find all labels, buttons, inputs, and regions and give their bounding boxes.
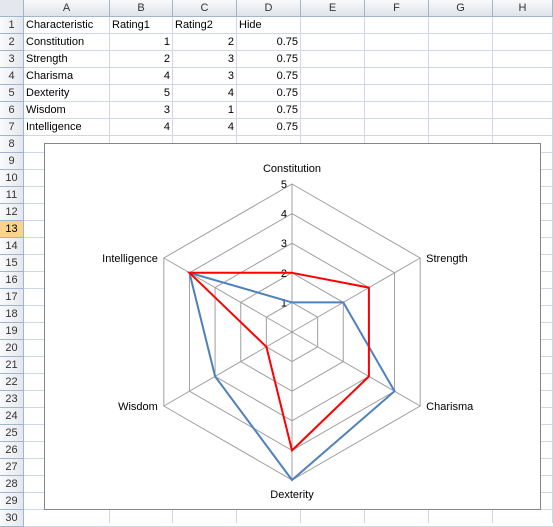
- value-cell[interactable]: 0.75: [276, 87, 298, 99]
- radar-chart-svg: 12345ConstitutionStrengthCharismaDexteri…: [102, 163, 474, 501]
- radar-spoke: [163, 331, 293, 407]
- radar-tick-label: 3: [281, 238, 287, 250]
- radar-category-label: Strength: [426, 253, 468, 265]
- row-header-29[interactable]: 29: [0, 493, 24, 510]
- radar-category-label: Wisdom: [118, 401, 158, 413]
- row-header-5[interactable]: 5: [0, 85, 24, 102]
- column-header-a[interactable]: A: [24, 0, 110, 17]
- value-cell[interactable]: 2: [227, 36, 234, 48]
- value-cell[interactable]: 3: [163, 104, 170, 116]
- row-header-13[interactable]: 13: [0, 221, 24, 238]
- row-header-23[interactable]: 23: [0, 391, 24, 408]
- value-cell[interactable]: 5: [163, 87, 170, 99]
- column-header-h[interactable]: H: [493, 0, 553, 17]
- header-cell[interactable]: Hide: [239, 19, 262, 31]
- header-cell[interactable]: Characteristic: [26, 19, 94, 31]
- gridline-horizontal: [24, 33, 553, 34]
- row-header-3[interactable]: 3: [0, 51, 24, 68]
- row-header-7[interactable]: 7: [0, 119, 24, 136]
- row-header-22[interactable]: 22: [0, 374, 24, 391]
- characteristic-cell[interactable]: Dexterity: [26, 87, 70, 99]
- row-header-4[interactable]: 4: [0, 68, 24, 85]
- row-header-9[interactable]: 9: [0, 153, 24, 170]
- row-header-17[interactable]: 17: [0, 289, 24, 306]
- gridline-horizontal: [24, 101, 553, 102]
- value-cell[interactable]: 3: [227, 70, 234, 82]
- row-header-2[interactable]: 2: [0, 34, 24, 51]
- row-header-11[interactable]: 11: [0, 187, 24, 204]
- value-cell[interactable]: 0.75: [276, 36, 298, 48]
- column-header-b[interactable]: B: [110, 0, 173, 17]
- header-cell[interactable]: Rating2: [175, 19, 213, 31]
- radar-category-label: Constitution: [263, 163, 321, 175]
- select-all-corner[interactable]: [0, 0, 24, 17]
- value-cell[interactable]: 0.75: [276, 70, 298, 82]
- value-cell[interactable]: 4: [227, 87, 234, 99]
- row-header-26[interactable]: 26: [0, 442, 24, 459]
- row-header-24[interactable]: 24: [0, 408, 24, 425]
- row-header-1[interactable]: 1: [0, 17, 24, 34]
- radar-spoke: [291, 257, 421, 333]
- value-cell[interactable]: 1: [163, 36, 170, 48]
- value-cell[interactable]: 2: [163, 53, 170, 65]
- row-header-20[interactable]: 20: [0, 340, 24, 357]
- value-cell[interactable]: 0.75: [276, 104, 298, 116]
- characteristic-cell[interactable]: Wisdom: [26, 104, 66, 116]
- value-cell[interactable]: 4: [163, 70, 170, 82]
- value-cell[interactable]: 0.75: [276, 121, 298, 133]
- gridline-horizontal: [24, 67, 553, 68]
- gridline-horizontal: [24, 118, 553, 119]
- radar-tick-label: 1: [281, 297, 287, 309]
- value-cell[interactable]: 4: [163, 121, 170, 133]
- row-header-10[interactable]: 10: [0, 170, 24, 187]
- row-header-8[interactable]: 8: [0, 136, 24, 153]
- row-header-14[interactable]: 14: [0, 238, 24, 255]
- gridline-horizontal: [24, 135, 553, 136]
- radar-spoke: [163, 257, 293, 333]
- row-header-18[interactable]: 18: [0, 306, 24, 323]
- row-header-12[interactable]: 12: [0, 204, 24, 221]
- characteristic-cell[interactable]: Charisma: [26, 70, 74, 82]
- column-header-c[interactable]: C: [173, 0, 237, 17]
- row-header-30[interactable]: 30: [0, 510, 24, 527]
- value-cell[interactable]: 4: [227, 121, 234, 133]
- column-header-g[interactable]: G: [429, 0, 493, 17]
- value-cell[interactable]: 0.75: [276, 53, 298, 65]
- radar-series-2: [186, 271, 370, 453]
- radar-category-label: Dexterity: [270, 489, 314, 501]
- characteristic-cell[interactable]: Constitution: [26, 36, 85, 48]
- row-header-28[interactable]: 28: [0, 476, 24, 493]
- row-header-6[interactable]: 6: [0, 102, 24, 119]
- radar-tick-label: 4: [281, 209, 287, 221]
- header-cell[interactable]: Rating1: [112, 19, 150, 31]
- row-header-16[interactable]: 16: [0, 272, 24, 289]
- row-header-19[interactable]: 19: [0, 323, 24, 340]
- column-header-f[interactable]: F: [365, 0, 429, 17]
- value-cell[interactable]: 1: [227, 104, 234, 116]
- row-header-25[interactable]: 25: [0, 425, 24, 442]
- row-header-27[interactable]: 27: [0, 459, 24, 476]
- column-header-e[interactable]: E: [301, 0, 365, 17]
- gridline-horizontal: [24, 84, 553, 85]
- gridline-horizontal: [24, 50, 553, 51]
- row-header-21[interactable]: 21: [0, 357, 24, 374]
- row-header-15[interactable]: 15: [0, 255, 24, 272]
- column-header-d[interactable]: D: [237, 0, 301, 17]
- value-cell[interactable]: 3: [227, 53, 234, 65]
- radar-category-label: Charisma: [426, 401, 474, 413]
- radar-category-label: Intelligence: [102, 253, 158, 265]
- characteristic-cell[interactable]: Intelligence: [26, 121, 82, 133]
- radar-tick-label: 5: [281, 179, 287, 191]
- radar-spoke: [291, 331, 421, 407]
- radar-chart[interactable]: 1 2 3 4 5 Constitution Strength Charisma Dexteri…: [44, 143, 541, 510]
- characteristic-cell[interactable]: Strength: [26, 53, 68, 65]
